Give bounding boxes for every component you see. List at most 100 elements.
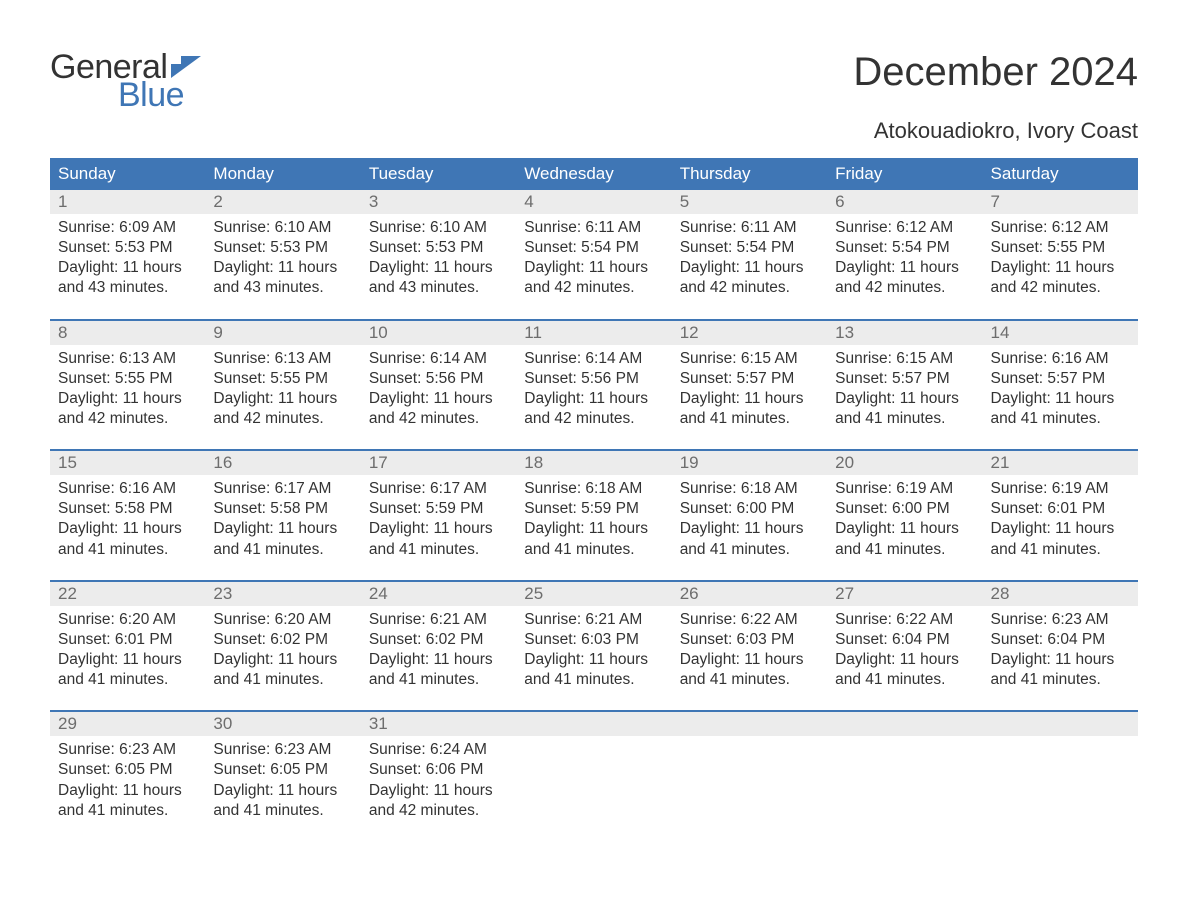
sunrise-line: Sunrise: 6:21 AM: [369, 610, 508, 630]
sunset-line: Sunset: 6:04 PM: [835, 630, 974, 650]
sunset-line: Sunset: 6:00 PM: [680, 499, 819, 519]
day-number-cell: 24: [361, 582, 516, 606]
daylight-line-1: Daylight: 11 hours: [680, 389, 819, 409]
day-detail-cell: Sunrise: 6:17 AMSunset: 5:58 PMDaylight:…: [205, 475, 360, 568]
daylight-line-1: Daylight: 11 hours: [991, 650, 1130, 670]
day-number-cell: [672, 712, 827, 736]
daylight-line-1: Daylight: 11 hours: [58, 389, 197, 409]
day-number-cell: 18: [516, 451, 671, 475]
daylight-line-1: Daylight: 11 hours: [835, 519, 974, 539]
day-number-cell: [516, 712, 671, 736]
day-number-cell: 30: [205, 712, 360, 736]
day-detail-cell: Sunrise: 6:10 AMSunset: 5:53 PMDaylight:…: [205, 214, 360, 307]
day-number-cell: 23: [205, 582, 360, 606]
sunrise-line: Sunrise: 6:11 AM: [524, 218, 663, 238]
sunrise-line: Sunrise: 6:09 AM: [58, 218, 197, 238]
sunset-line: Sunset: 6:04 PM: [991, 630, 1130, 650]
day-detail-cell: [827, 736, 982, 829]
daylight-line-2: and 41 minutes.: [213, 540, 352, 560]
day-detail-cell: [983, 736, 1138, 829]
sunrise-line: Sunrise: 6:10 AM: [213, 218, 352, 238]
daylight-line-2: and 42 minutes.: [58, 409, 197, 429]
day-detail-cell: Sunrise: 6:14 AMSunset: 5:56 PMDaylight:…: [516, 345, 671, 438]
daylight-line-2: and 42 minutes.: [213, 409, 352, 429]
sunrise-line: Sunrise: 6:22 AM: [835, 610, 974, 630]
daylight-line-2: and 41 minutes.: [835, 540, 974, 560]
sunset-line: Sunset: 6:05 PM: [58, 760, 197, 780]
day-number-cell: 2: [205, 190, 360, 214]
daylight-line-2: and 41 minutes.: [680, 540, 819, 560]
sunrise-line: Sunrise: 6:23 AM: [213, 740, 352, 760]
daylight-line-2: and 41 minutes.: [991, 540, 1130, 560]
sunset-line: Sunset: 5:57 PM: [835, 369, 974, 389]
sunrise-line: Sunrise: 6:19 AM: [991, 479, 1130, 499]
calendar-week: 891011121314Sunrise: 6:13 AMSunset: 5:55…: [50, 319, 1138, 438]
sunset-line: Sunset: 6:03 PM: [680, 630, 819, 650]
day-detail-cell: [516, 736, 671, 829]
sunset-line: Sunset: 5:53 PM: [369, 238, 508, 258]
sunset-line: Sunset: 5:53 PM: [58, 238, 197, 258]
day-number-cell: 7: [983, 190, 1138, 214]
day-number-cell: 25: [516, 582, 671, 606]
sunrise-line: Sunrise: 6:10 AM: [369, 218, 508, 238]
sunset-line: Sunset: 5:57 PM: [991, 369, 1130, 389]
sunset-line: Sunset: 6:01 PM: [991, 499, 1130, 519]
day-number-cell: 27: [827, 582, 982, 606]
daylight-line-2: and 41 minutes.: [991, 670, 1130, 690]
daylight-line-1: Daylight: 11 hours: [991, 519, 1130, 539]
weekday-header-cell: Friday: [827, 158, 982, 190]
daylight-line-1: Daylight: 11 hours: [524, 258, 663, 278]
day-detail-cell: Sunrise: 6:13 AMSunset: 5:55 PMDaylight:…: [50, 345, 205, 438]
daylight-line-1: Daylight: 11 hours: [524, 389, 663, 409]
day-details-row: Sunrise: 6:09 AMSunset: 5:53 PMDaylight:…: [50, 214, 1138, 307]
sunrise-line: Sunrise: 6:17 AM: [213, 479, 352, 499]
day-detail-cell: Sunrise: 6:23 AMSunset: 6:05 PMDaylight:…: [205, 736, 360, 829]
day-number-row: 15161718192021: [50, 451, 1138, 475]
day-detail-cell: Sunrise: 6:15 AMSunset: 5:57 PMDaylight:…: [827, 345, 982, 438]
day-details-row: Sunrise: 6:23 AMSunset: 6:05 PMDaylight:…: [50, 736, 1138, 829]
calendar-week: 1234567Sunrise: 6:09 AMSunset: 5:53 PMDa…: [50, 190, 1138, 307]
day-detail-cell: Sunrise: 6:21 AMSunset: 6:03 PMDaylight:…: [516, 606, 671, 699]
daylight-line-1: Daylight: 11 hours: [213, 519, 352, 539]
day-detail-cell: Sunrise: 6:23 AMSunset: 6:04 PMDaylight:…: [983, 606, 1138, 699]
daylight-line-2: and 42 minutes.: [524, 278, 663, 298]
day-detail-cell: Sunrise: 6:21 AMSunset: 6:02 PMDaylight:…: [361, 606, 516, 699]
header: General Blue December 2024: [50, 50, 1138, 112]
day-detail-cell: Sunrise: 6:12 AMSunset: 5:55 PMDaylight:…: [983, 214, 1138, 307]
daylight-line-1: Daylight: 11 hours: [524, 650, 663, 670]
calendar-week: 15161718192021Sunrise: 6:16 AMSunset: 5:…: [50, 449, 1138, 568]
daylight-line-2: and 42 minutes.: [369, 409, 508, 429]
sunset-line: Sunset: 5:57 PM: [680, 369, 819, 389]
day-number-cell: 21: [983, 451, 1138, 475]
day-detail-cell: Sunrise: 6:12 AMSunset: 5:54 PMDaylight:…: [827, 214, 982, 307]
day-details-row: Sunrise: 6:20 AMSunset: 6:01 PMDaylight:…: [50, 606, 1138, 699]
daylight-line-2: and 41 minutes.: [524, 540, 663, 560]
daylight-line-2: and 42 minutes.: [835, 278, 974, 298]
sunrise-line: Sunrise: 6:23 AM: [991, 610, 1130, 630]
sunrise-line: Sunrise: 6:13 AM: [58, 349, 197, 369]
sunrise-line: Sunrise: 6:24 AM: [369, 740, 508, 760]
sunset-line: Sunset: 6:02 PM: [213, 630, 352, 650]
weekday-header-cell: Thursday: [672, 158, 827, 190]
daylight-line-2: and 41 minutes.: [58, 670, 197, 690]
day-detail-cell: Sunrise: 6:10 AMSunset: 5:53 PMDaylight:…: [361, 214, 516, 307]
weekday-header-cell: Saturday: [983, 158, 1138, 190]
sunset-line: Sunset: 6:02 PM: [369, 630, 508, 650]
sunrise-line: Sunrise: 6:16 AM: [58, 479, 197, 499]
day-detail-cell: Sunrise: 6:13 AMSunset: 5:55 PMDaylight:…: [205, 345, 360, 438]
day-number-cell: 16: [205, 451, 360, 475]
calendar-week: 22232425262728Sunrise: 6:20 AMSunset: 6:…: [50, 580, 1138, 699]
daylight-line-2: and 42 minutes.: [369, 801, 508, 821]
daylight-line-2: and 43 minutes.: [58, 278, 197, 298]
sunset-line: Sunset: 5:55 PM: [991, 238, 1130, 258]
daylight-line-1: Daylight: 11 hours: [213, 650, 352, 670]
weekday-header-cell: Tuesday: [361, 158, 516, 190]
day-detail-cell: Sunrise: 6:20 AMSunset: 6:01 PMDaylight:…: [50, 606, 205, 699]
day-number-cell: 6: [827, 190, 982, 214]
daylight-line-1: Daylight: 11 hours: [58, 650, 197, 670]
sunrise-line: Sunrise: 6:14 AM: [369, 349, 508, 369]
daylight-line-2: and 41 minutes.: [58, 801, 197, 821]
day-number-cell: 29: [50, 712, 205, 736]
sunset-line: Sunset: 5:56 PM: [524, 369, 663, 389]
daylight-line-1: Daylight: 11 hours: [369, 258, 508, 278]
